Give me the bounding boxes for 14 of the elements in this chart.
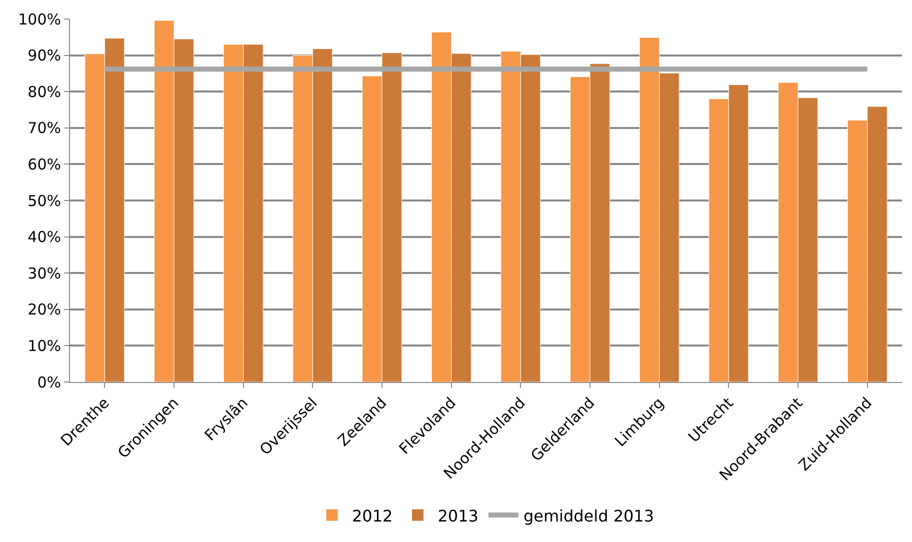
y-tick-label: 10%	[28, 336, 61, 355]
y-tick-label: 40%	[28, 228, 61, 246]
y-tick-label: 70%	[28, 119, 61, 138]
y-tick-label: 60%	[28, 155, 61, 174]
legend-label: 2013	[438, 506, 478, 526]
y-tick-label: 50%	[28, 192, 61, 210]
y-tick-label: 0%	[37, 373, 61, 392]
y-tick-label: 80%	[28, 82, 61, 101]
legend-label: 2012	[352, 506, 393, 526]
y-tick-label: 90%	[28, 46, 61, 65]
y-tick-label: 30%	[28, 264, 61, 282]
y-tick-label: 100%	[18, 10, 61, 28]
y-tick-label: 20%	[28, 300, 61, 319]
legend-label: gemiddeld 2013	[523, 506, 654, 526]
